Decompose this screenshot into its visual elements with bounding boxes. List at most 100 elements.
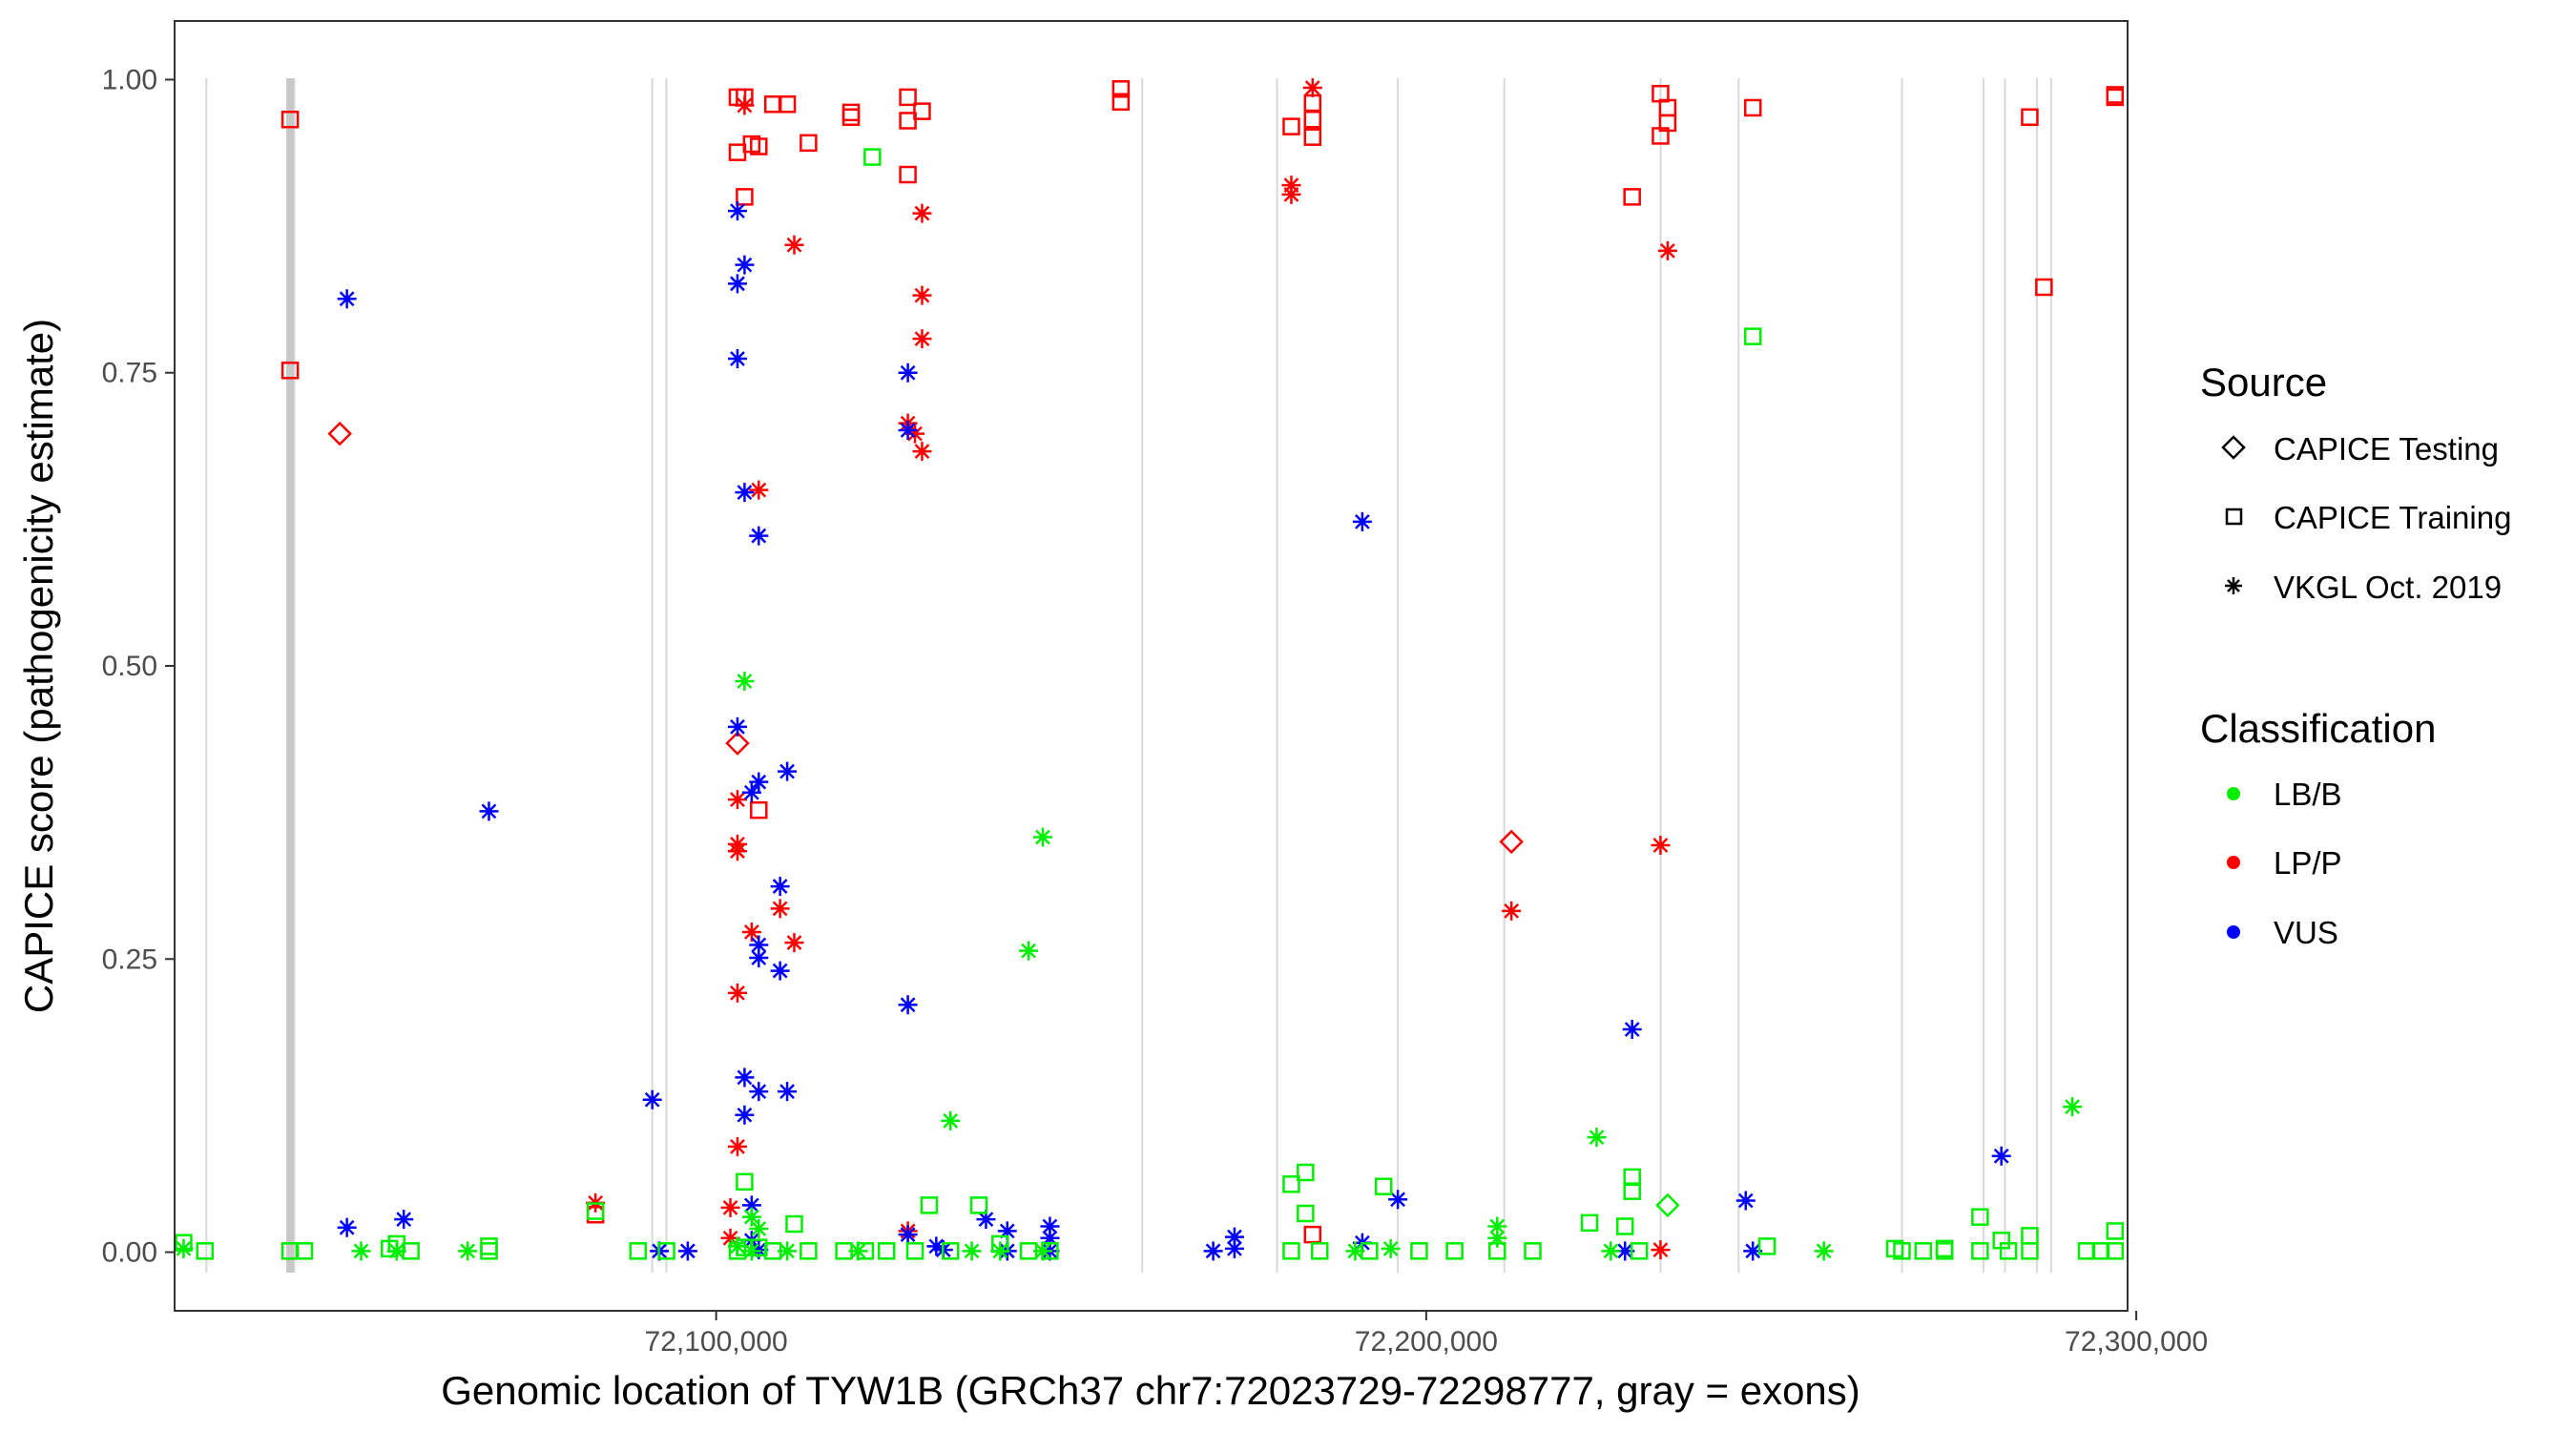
point-lpp-vkgl-51 (741, 923, 761, 943)
point-lbb-training-161 (800, 1242, 818, 1260)
point-lbb-training-163 (863, 148, 882, 166)
point-lpp-vkgl-40 (784, 235, 804, 255)
point-lbb-training-167 (905, 1242, 924, 1260)
point-lpp-training-0 (280, 110, 300, 129)
point-lpp-vkgl-52 (770, 899, 790, 919)
point-lpp-training-15 (913, 102, 931, 120)
legend-key-testing (2221, 435, 2246, 460)
point-lpp-vkgl-61 (1281, 184, 1301, 204)
exon-band (286, 78, 295, 1273)
data-points (174, 78, 2125, 1261)
point-lbb-training-160 (785, 1214, 803, 1234)
point-vus-vkgl-68 (337, 1217, 357, 1237)
point-lbb-training-159 (763, 1242, 782, 1260)
point-lbb-training-187 (1616, 1217, 1634, 1235)
point-lbb-training-190 (1757, 1237, 1776, 1255)
point-lbb-training-153 (629, 1242, 648, 1260)
point-vus-vkgl-85 (749, 935, 769, 955)
point-lbb-training-205 (2106, 1242, 2125, 1260)
point-lbb-training-151 (480, 1242, 498, 1260)
point-lbb-vkgl-119 (351, 1241, 371, 1261)
point-lbb-training-185 (1623, 1168, 1641, 1187)
point-lbb-training-144 (196, 1242, 215, 1260)
point-vus-vkgl-86 (749, 948, 769, 968)
y-axis-label: CAPICE score (pathogenicity estimate) (16, 319, 61, 1013)
point-lpp-testing-36 (327, 421, 352, 446)
legend-key-vus (2227, 925, 2240, 939)
legend-item-training: CAPICE Training (2225, 500, 2511, 535)
point-lpp-vkgl-42 (912, 285, 932, 305)
point-lpp-training-35 (750, 800, 768, 819)
point-lpp-vkgl-57 (720, 1197, 740, 1217)
point-lpp-vkgl-50 (727, 841, 747, 861)
point-lbb-training-177 (1310, 1242, 1329, 1260)
point-lbb-training-169 (969, 1196, 988, 1214)
point-vus-vkgl-88 (735, 1068, 755, 1088)
point-lpp-training-17 (899, 165, 917, 184)
point-lbb-training-192 (1893, 1242, 1911, 1260)
point-lbb-training-175 (1297, 1204, 1315, 1223)
point-lpp-testing-38 (1499, 829, 1524, 855)
point-lbb-training-149 (402, 1242, 420, 1260)
point-lpp-vkgl-43 (912, 329, 932, 349)
y-tick-label-3: 0.75 (102, 358, 157, 389)
point-vus-vkgl-112 (1388, 1190, 1408, 1210)
point-lpp-training-22 (1303, 110, 1322, 129)
point-lbb-vkgl-142 (2063, 1097, 2083, 1117)
point-lbb-vkgl-141 (1814, 1241, 1834, 1261)
point-lpp-training-13 (841, 108, 861, 127)
point-lpp-training-23 (1303, 128, 1322, 146)
point-lpp-training-18 (1111, 80, 1131, 98)
point-lpp-training-7 (750, 137, 768, 156)
point-lpp-vkgl-64 (1657, 240, 1677, 260)
point-vus-vkgl-78 (735, 483, 755, 503)
point-lbb-training-196 (1971, 1208, 1989, 1226)
point-lbb-vkgl-130 (962, 1241, 982, 1261)
point-lpp-vkgl-47 (749, 480, 769, 500)
point-vus-vkgl-71 (642, 1089, 662, 1110)
point-vus-vkgl-117 (1991, 1146, 2011, 1166)
point-vus-vkgl-84 (770, 877, 790, 897)
point-lpp-training-20 (1282, 117, 1300, 135)
point-lbb-training-170 (991, 1234, 1009, 1254)
y-axis: 0.00 0.25 0.50 0.75 1.00 (102, 64, 175, 1269)
legend-item-lpp: LP/P (2227, 845, 2342, 881)
point-vus-vkgl-104 (1040, 1216, 1060, 1236)
legend-item-lbb: LB/B (2227, 777, 2342, 812)
point-lpp-vkgl-45 (905, 424, 925, 444)
legend-item-vkgl: VKGL Oct. 2019 (2225, 570, 2502, 605)
point-vus-vkgl-99 (926, 1236, 946, 1256)
point-lbb-training-154 (657, 1242, 675, 1260)
point-lpp-training-34 (2106, 88, 2125, 107)
point-vus-vkgl-109 (1224, 1238, 1244, 1258)
point-lpp-vkgl-41 (912, 203, 932, 223)
point-lbb-training-181 (1445, 1242, 1464, 1260)
point-lbb-training-195 (1935, 1242, 1954, 1260)
point-lpp-training-19 (1111, 93, 1131, 112)
point-lbb-training-201 (2021, 1242, 2039, 1260)
legend-label-vus: VUS (2274, 915, 2338, 950)
x-axis: 72,100,000 72,200,000 72,300,000 (645, 1311, 2208, 1358)
point-lbb-training-143 (175, 1234, 193, 1252)
legend-key-vkgl (2225, 577, 2242, 594)
point-lpp-vkgl-46 (912, 442, 932, 462)
point-lbb-training-172 (1041, 1242, 1059, 1260)
point-lpp-testing-37 (725, 731, 750, 756)
point-lbb-training-189 (1743, 327, 1762, 345)
point-lpp-vkgl-54 (727, 983, 747, 1003)
point-vus-vkgl-102 (997, 1221, 1017, 1241)
point-vus-vkgl-89 (749, 1082, 769, 1102)
point-lbb-vkgl-118 (174, 1238, 194, 1258)
point-lbb-training-176 (1282, 1242, 1300, 1260)
point-lpp-vkgl-55 (727, 1136, 747, 1156)
legend-class-title: Classification (2200, 706, 2436, 751)
point-vus-vkgl-110 (1352, 511, 1372, 531)
point-lpp-vkgl-65 (1651, 836, 1671, 856)
point-lbb-training-193 (1914, 1242, 1933, 1260)
point-vus-vkgl-96 (898, 420, 918, 440)
point-lpp-vkgl-58 (720, 1228, 740, 1248)
point-lbb-training-174 (1297, 1163, 1315, 1182)
y-tick-label-4: 1.00 (102, 64, 157, 95)
point-lbb-vkgl-136 (1381, 1238, 1401, 1258)
